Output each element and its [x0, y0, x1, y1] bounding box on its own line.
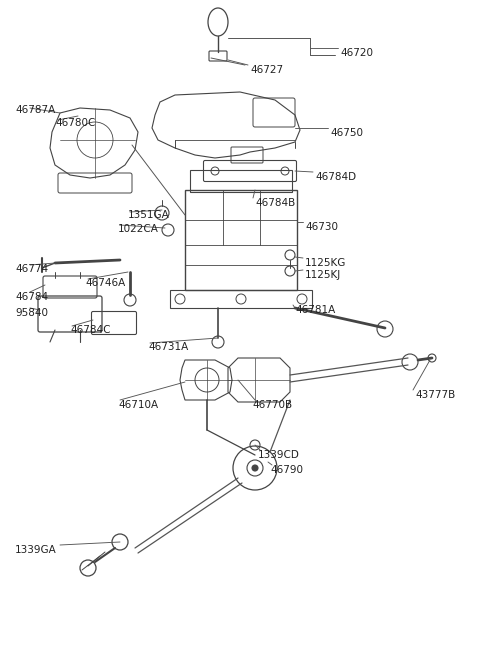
- Text: 46746A: 46746A: [85, 278, 125, 288]
- Text: 1339CD: 1339CD: [258, 450, 300, 460]
- Text: 1339GA: 1339GA: [15, 545, 57, 555]
- Text: 1022CA: 1022CA: [118, 224, 159, 234]
- Text: 46787A: 46787A: [15, 105, 55, 115]
- Text: 46784D: 46784D: [315, 172, 356, 182]
- Text: 46781A: 46781A: [295, 305, 335, 315]
- Text: 46720: 46720: [340, 48, 373, 58]
- Text: 43777B: 43777B: [415, 390, 455, 400]
- Text: 46790: 46790: [270, 465, 303, 475]
- Text: 46784: 46784: [15, 292, 48, 302]
- Text: 46784B: 46784B: [255, 198, 295, 208]
- Text: 46727: 46727: [250, 65, 283, 75]
- Text: 46731A: 46731A: [148, 342, 188, 352]
- Text: 46784C: 46784C: [70, 325, 110, 335]
- Text: 46774: 46774: [15, 264, 48, 274]
- Circle shape: [252, 465, 258, 471]
- Text: 46780C: 46780C: [55, 118, 96, 128]
- Text: 1125KG: 1125KG: [305, 258, 347, 268]
- Text: 1351GA: 1351GA: [128, 210, 170, 220]
- Text: 46730: 46730: [305, 222, 338, 232]
- Text: 46750: 46750: [330, 128, 363, 138]
- Text: 95840: 95840: [15, 308, 48, 318]
- Text: 1125KJ: 1125KJ: [305, 270, 341, 280]
- Text: 46710A: 46710A: [118, 400, 158, 410]
- Text: 46770B: 46770B: [252, 400, 292, 410]
